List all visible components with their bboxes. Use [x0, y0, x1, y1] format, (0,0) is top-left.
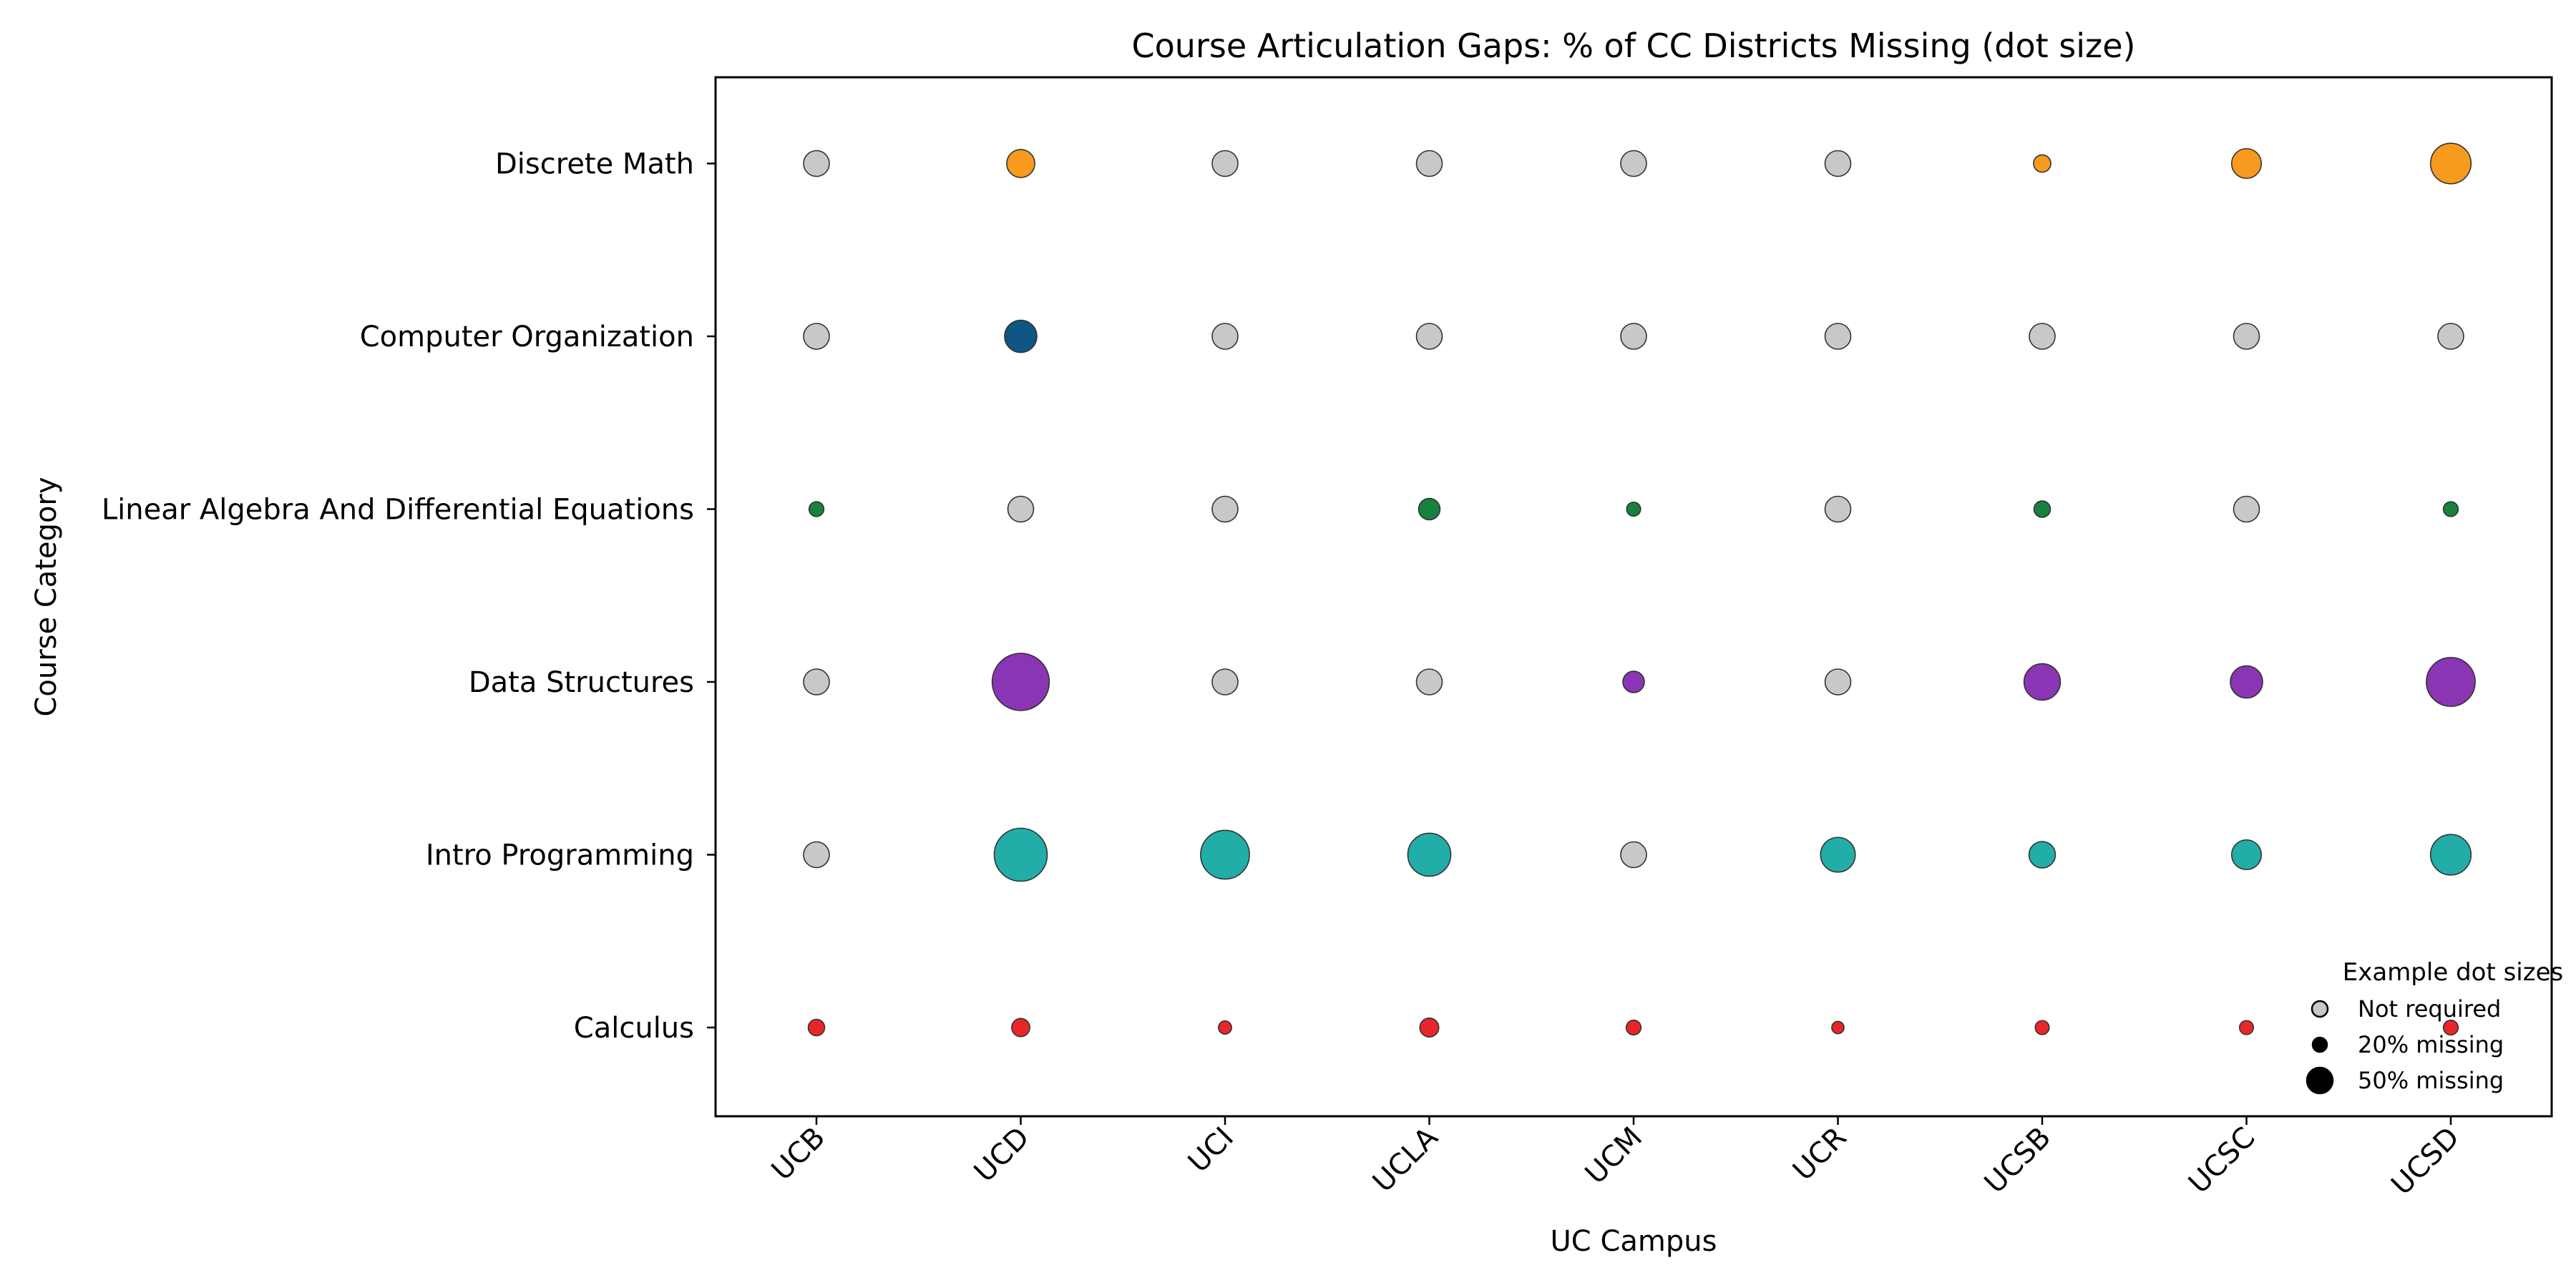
- dot-linear-algebra-and-differential-equations-ucsc: [2233, 495, 2260, 523]
- legend-label-20-missing: 20% missing: [2358, 1031, 2504, 1058]
- dot-intro-programming-ucr: [1820, 836, 1856, 873]
- dot-computer-organization-ucm: [1620, 323, 1647, 350]
- x-tick-label-ucb: UCB: [766, 1121, 831, 1187]
- dot-data-structures-ucb: [803, 668, 830, 696]
- dot-discrete-math-ucsb: [2033, 154, 2051, 173]
- dot-computer-organization-ucr: [1824, 323, 1852, 350]
- dot-computer-organization-ucb: [803, 323, 830, 350]
- dot-data-structures-ucr: [1824, 668, 1852, 696]
- dot-linear-algebra-and-differential-equations-ucm: [1626, 501, 1641, 517]
- dot-linear-algebra-and-differential-equations-ucd: [1007, 495, 1035, 523]
- legend-marker-not-required: [2311, 1000, 2329, 1018]
- y-axis: Calculus Intro Programming Data Structures…: [102, 148, 716, 1045]
- dot-intro-programming-ucd: [993, 827, 1048, 882]
- y-tick-label-computer-organization: Computer Organization: [360, 321, 694, 353]
- dot-discrete-math-ucm: [1620, 150, 1647, 177]
- dot-calculus-uci: [1218, 1020, 1232, 1035]
- dot-data-structures-ucla: [1415, 668, 1443, 696]
- y-axis-label: Course Category: [30, 477, 63, 716]
- y-tick-label-data-structures: Data Structures: [469, 666, 694, 699]
- dot-data-structures-uci: [1211, 668, 1239, 696]
- dot-linear-algebra-and-differential-equations-uci: [1211, 495, 1239, 523]
- legend-label-not-required: Not required: [2358, 995, 2501, 1023]
- legend-label-50-missing: 50% missing: [2358, 1067, 2504, 1094]
- dot-linear-algebra-and-differential-equations-ucla: [1418, 497, 1441, 521]
- x-tick-label-ucr: UCR: [1787, 1121, 1853, 1188]
- dot-calculus-ucsd: [2442, 1019, 2459, 1036]
- y-tick-label-discrete-math: Discrete Math: [495, 148, 694, 181]
- dot-intro-programming-ucsc: [2230, 839, 2263, 871]
- dot-computer-organization-ucla: [1415, 323, 1443, 350]
- dot-linear-algebra-and-differential-equations-ucb: [808, 501, 825, 517]
- chart-title: Course Articulation Gaps: % of CC Distri…: [1132, 26, 2136, 65]
- x-tick-label-ucsc: UCSC: [2182, 1121, 2262, 1201]
- dot-discrete-math-ucb: [803, 150, 830, 177]
- dot-data-structures-ucm: [1622, 670, 1645, 693]
- x-tick-label-ucm: UCM: [1579, 1121, 1649, 1191]
- dot-calculus-ucd: [1011, 1018, 1030, 1038]
- dot-discrete-math-uci: [1211, 150, 1239, 177]
- dot-intro-programming-uci: [1200, 829, 1250, 880]
- dot-intro-programming-ucb: [803, 841, 830, 869]
- dot-linear-algebra-and-differential-equations-ucsb: [2033, 500, 2051, 518]
- dot-computer-organization-ucsb: [2029, 323, 2056, 350]
- dot-data-structures-ucsb: [2023, 663, 2062, 701]
- dot-discrete-math-ucla: [1415, 150, 1443, 177]
- x-axis-label: UC Campus: [1551, 1225, 1717, 1258]
- dot-calculus-ucsb: [2034, 1020, 2050, 1035]
- dot-discrete-math-ucsc: [2230, 147, 2263, 180]
- x-tick-label-ucsb: UCSB: [1979, 1121, 2057, 1200]
- x-tick-label-uci: UCI: [1182, 1121, 1240, 1179]
- dot-calculus-ucsc: [2238, 1020, 2255, 1035]
- dots-layer: [803, 142, 2476, 1038]
- x-tick-label-ucsd: UCSD: [2385, 1121, 2466, 1202]
- dot-calculus-ucb: [807, 1018, 826, 1037]
- y-tick-label-linear-algebra-and-differential-equations: Linear Algebra And Differential Equation…: [102, 494, 694, 527]
- dot-data-structures-ucsd: [2426, 657, 2476, 707]
- dot-computer-organization-uci: [1211, 323, 1239, 350]
- y-tick-label-calculus: Calculus: [574, 1012, 694, 1045]
- y-tick-label-intro-programming: Intro Programming: [426, 839, 694, 872]
- legend-marker-20-missing: [2311, 1036, 2328, 1053]
- size-legend: Example dot sizes Not required 20% missin…: [2306, 958, 2563, 1095]
- dot-intro-programming-ucsd: [2429, 834, 2472, 876]
- dot-computer-organization-ucsd: [2437, 323, 2464, 350]
- dot-discrete-math-ucd: [1006, 149, 1035, 178]
- dot-calculus-ucla: [1419, 1017, 1440, 1038]
- x-tick-label-ucd: UCD: [968, 1121, 1036, 1189]
- legend-title: Example dot sizes: [2343, 958, 2563, 987]
- dot-calculus-ucr: [1831, 1020, 1845, 1035]
- x-tick-label-ucla: UCLA: [1367, 1121, 1445, 1199]
- dot-linear-algebra-and-differential-equations-ucr: [1824, 495, 1852, 523]
- dot-data-structures-ucsc: [2230, 665, 2263, 699]
- dot-linear-algebra-and-differential-equations-ucsd: [2442, 501, 2459, 517]
- dot-calculus-ucm: [1625, 1019, 1642, 1036]
- dot-computer-organization-ucsc: [2233, 323, 2260, 350]
- x-axis: UCB UCD UCI UCLA UCM UCR UCSB UCSC UCSD: [766, 1116, 2466, 1201]
- dot-computer-organization-ucd: [1004, 319, 1038, 353]
- plot-frame: [714, 76, 2553, 1118]
- dot-intro-programming-ucm: [1620, 841, 1647, 869]
- dot-discrete-math-ucr: [1824, 150, 1852, 177]
- dot-intro-programming-ucsb: [2028, 841, 2057, 869]
- legend-marker-50-missing: [2306, 1066, 2334, 1095]
- dot-data-structures-ucd: [991, 653, 1050, 711]
- dot-discrete-math-ucsd: [2429, 142, 2472, 185]
- dot-intro-programming-ucla: [1407, 832, 1452, 877]
